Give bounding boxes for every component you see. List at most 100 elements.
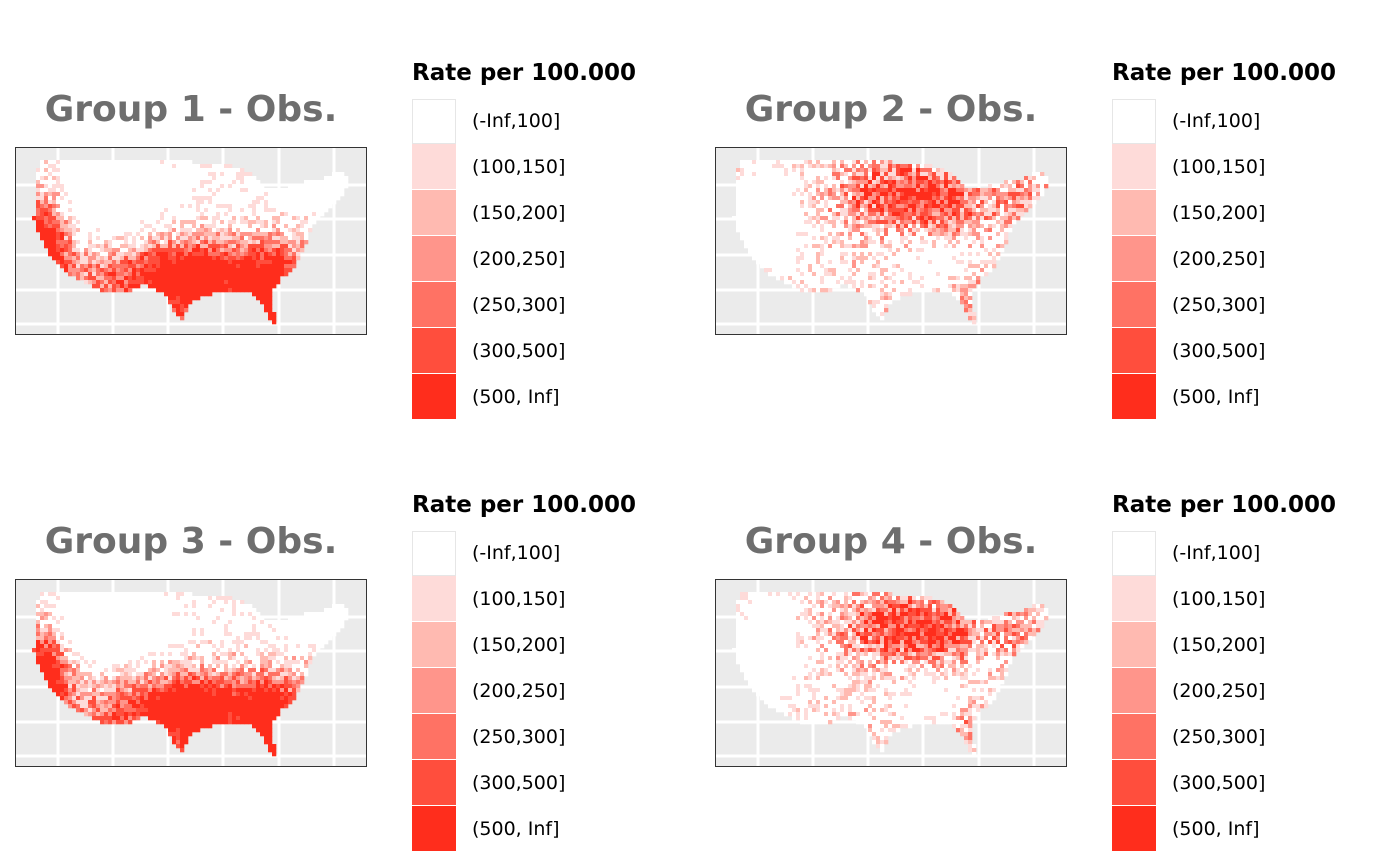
county-cell [276,260,281,265]
legend-label: (500, Inf] [472,386,560,408]
county-cell [948,180,953,185]
county-cell [1016,208,1021,213]
county-cell [968,276,973,281]
county-cell [328,188,333,193]
county-cell [192,196,197,201]
county-cell [920,260,925,265]
county-cell [120,252,125,257]
county-cell [936,252,941,257]
county-cell [60,252,65,257]
county-cell [156,208,161,213]
county-cell [748,204,753,209]
county-cell [192,180,197,185]
county-cell [48,232,53,237]
county-cell [820,164,825,169]
county-cell [96,240,101,245]
county-cell [132,244,137,249]
county-cell [96,248,101,253]
county-cell [1000,228,1005,233]
county-cell [1000,216,1005,221]
county-cell [220,212,225,217]
county-cell [1008,180,1013,185]
county-cell [268,296,273,301]
county-cell [252,204,257,209]
county-cell [1028,204,1033,209]
county-cell [1000,248,1005,253]
county-cell [916,276,921,281]
county-cell [888,260,893,265]
county-cell [260,620,265,625]
county-cell [840,188,845,193]
county-cell [956,228,961,233]
county-cell [860,280,865,285]
county-cell [156,264,161,269]
county-cell [144,212,149,217]
county-cell [140,252,145,257]
county-cell [876,160,881,165]
county-cell [780,204,785,209]
county-cell [788,272,793,277]
county-cell [140,600,145,605]
county-cell [156,212,161,217]
county-cell [912,228,917,233]
county-cell [212,192,217,197]
county-cell [236,600,241,605]
county-cell [88,248,93,253]
county-cell [172,600,177,605]
county-cell [116,632,121,637]
county-cell [192,176,197,181]
county-cell [800,224,805,229]
county-cell [976,268,981,273]
county-cell [72,212,77,217]
county-cell [104,244,109,249]
county-cell [968,296,973,301]
county-cell [300,184,305,189]
county-cell [332,616,337,621]
legend-label: (-Inf,100] [472,110,561,132]
county-cell [944,236,949,241]
county-cell [764,212,769,217]
county-cell [920,200,925,205]
county-cell [880,232,885,237]
county-cell [180,268,185,273]
county-cell [104,248,109,253]
county-cell [148,244,153,249]
county-cell [1012,196,1017,201]
county-cell [900,228,905,233]
county-cell [244,240,249,245]
county-cell [156,260,161,265]
county-cell [132,192,137,197]
county-cell [320,212,325,217]
county-cell [188,248,193,253]
county-cell [192,292,197,297]
county-cell [1004,208,1009,213]
county-cell [816,280,821,285]
county-cell [328,196,333,201]
county-cell [764,228,769,233]
county-cell [808,184,813,189]
county-cell [116,200,121,205]
county-cell [336,192,341,197]
county-cell [168,176,173,181]
county-cell [796,164,801,169]
county-cell [344,608,349,613]
county-cell [156,600,161,605]
county-cell [344,176,349,181]
county-cell [40,612,45,617]
county-cell [304,228,309,233]
county-cell [136,616,141,621]
county-cell [796,188,801,193]
county-cell [252,248,257,253]
county-cell [316,188,321,193]
county-cell [872,164,877,169]
county-cell [88,192,93,197]
county-cell [240,184,245,189]
county-cell [980,220,985,225]
county-cell [84,600,89,605]
county-cell [168,188,173,193]
county-cell [128,212,133,217]
county-cell [160,240,165,245]
county-cell [144,176,149,181]
county-cell [812,208,817,213]
county-cell [56,188,61,193]
